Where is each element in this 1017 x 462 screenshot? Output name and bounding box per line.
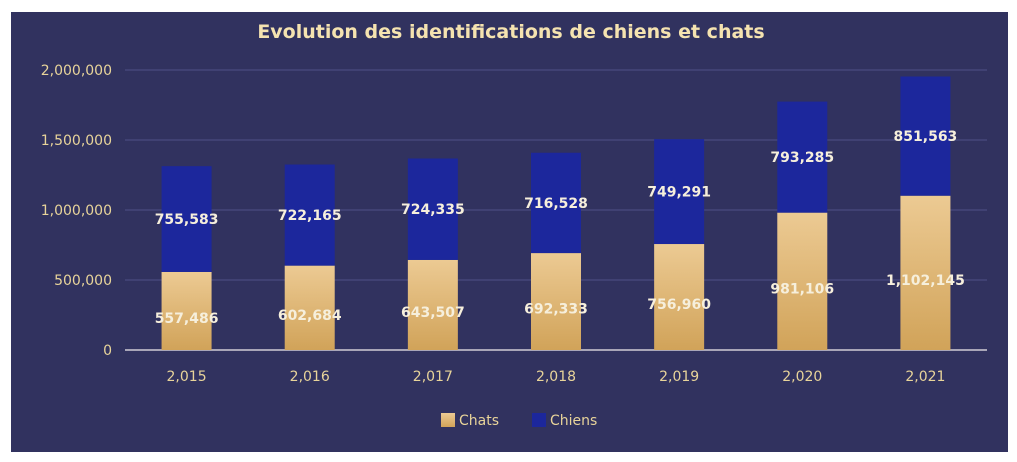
bar-chiens	[654, 139, 705, 245]
data-label: 749,291	[647, 185, 711, 201]
legend-swatch-chats	[441, 413, 455, 427]
y-tick-label: 1,000,000	[41, 203, 112, 219]
data-label: 557,486	[155, 311, 219, 327]
data-label: 981,106	[770, 281, 834, 297]
bar-chiens	[531, 152, 581, 254]
bar-chats	[654, 244, 705, 350]
bar-chats	[161, 271, 212, 350]
x-tick-label: 2,019	[659, 369, 699, 385]
y-tick-label: 0	[103, 343, 112, 359]
data-label: 756,960	[647, 297, 711, 313]
x-tick-label: 2,021	[905, 369, 945, 385]
data-label: 724,335	[401, 202, 465, 218]
bar-chats	[777, 212, 828, 350]
data-label: 716,528	[524, 196, 588, 212]
data-label: 1,102,145	[886, 273, 965, 289]
bar-chiens	[777, 101, 828, 213]
data-label: 692,333	[524, 302, 588, 318]
x-tick-label: 2,018	[536, 369, 576, 385]
x-tick-label: 2,016	[290, 369, 330, 385]
bar-chiens	[407, 158, 458, 260]
data-label: 722,165	[278, 208, 342, 224]
bar-chats	[284, 265, 335, 350]
data-label: 643,507	[401, 305, 465, 321]
x-tick-label: 2,015	[167, 369, 207, 385]
chart-title: Evolution des identifications de chiens …	[257, 21, 764, 43]
y-tick-label: 1,500,000	[41, 133, 112, 149]
data-label: 793,285	[770, 150, 834, 166]
x-tick-label: 2,020	[782, 369, 822, 385]
x-tick-label: 2,017	[413, 369, 453, 385]
data-label: 602,684	[278, 308, 342, 324]
data-label: 851,563	[894, 129, 958, 145]
legend-label-chats: Chats	[459, 413, 499, 429]
legend-swatch-chiens	[532, 413, 546, 427]
bar-chats	[900, 195, 951, 350]
bar-chiens	[161, 166, 212, 272]
bar-chats	[407, 259, 458, 350]
bar-chats	[531, 253, 581, 350]
y-tick-label: 2,000,000	[41, 63, 112, 79]
bar-chiens	[900, 76, 951, 196]
y-tick-label: 500,000	[54, 273, 112, 289]
data-label: 755,583	[155, 212, 219, 228]
bar-chiens	[284, 164, 335, 266]
legend-label-chiens: Chiens	[550, 413, 597, 429]
